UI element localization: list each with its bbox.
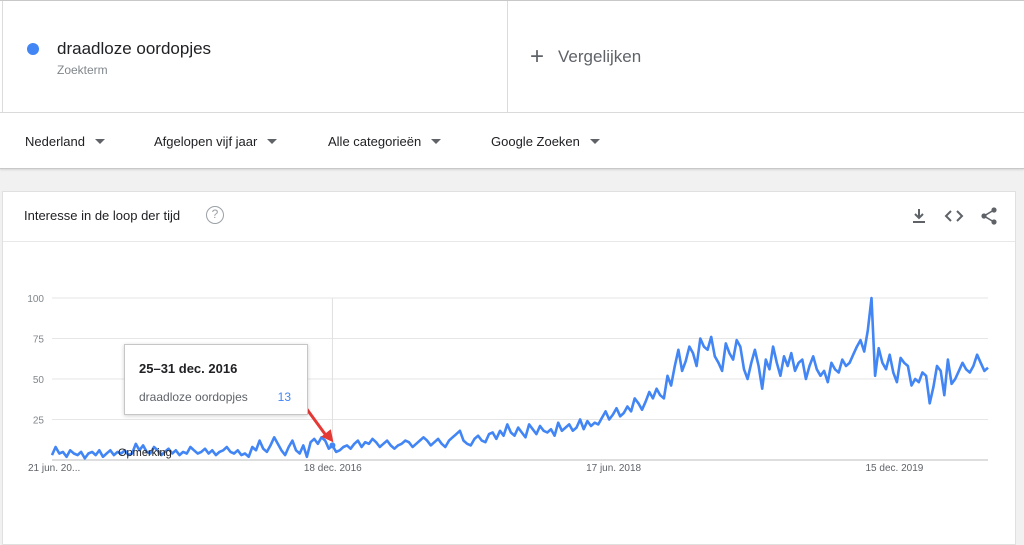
x-tick-label: 21 jun. 20... (28, 463, 80, 474)
search-terms-bar: draadloze oordopjes Zoekterm + Vergelijk… (0, 0, 1024, 113)
compare-button[interactable]: + Vergelijken (530, 43, 642, 70)
annotation-label: Opmerking (118, 447, 172, 459)
chart-tooltip: 25–31 dec. 2016 draadloze oordopjes 13 (124, 344, 308, 415)
filter-bar: Nederland Afgelopen vijf jaar Alle categ… (0, 113, 1024, 169)
search-type-dropdown-label: Google Zoeken (491, 134, 580, 149)
series-line (50, 296, 989, 460)
y-tick-label: 25 (33, 416, 45, 427)
chevron-down-icon (267, 139, 278, 144)
tooltip-term: draadloze oordopjes (139, 390, 248, 404)
card-title: Interesse in de loop der tijd (24, 208, 181, 223)
y-tick-label: 50 (33, 375, 45, 386)
embed-code-icon[interactable] (944, 206, 964, 226)
card-header: Interesse in de loop der tijd ? (3, 192, 1015, 242)
red-arrow-head (321, 429, 334, 443)
search-term-name[interactable]: draadloze oordopjes (57, 39, 212, 58)
time-range-dropdown-label: Afgelopen vijf jaar (154, 134, 258, 149)
chevron-down-icon (431, 139, 442, 144)
search-term-type: Zoekterm (57, 63, 108, 77)
search-term-card[interactable]: draadloze oordopjes Zoekterm (2, 1, 508, 113)
x-tick-label: 18 dec. 2016 (304, 463, 362, 474)
category-dropdown-label: Alle categorieën (328, 134, 422, 149)
tooltip-date: 25–31 dec. 2016 (139, 361, 238, 376)
help-circle-icon[interactable]: ? (206, 206, 224, 224)
tooltip-value: 13 (277, 390, 291, 404)
region-dropdown[interactable]: Nederland (25, 134, 105, 149)
x-tick-label: 17 jun. 2018 (586, 463, 641, 474)
category-dropdown[interactable]: Alle categorieën (328, 134, 442, 149)
chevron-down-icon (95, 139, 105, 144)
series-color-dot (27, 43, 39, 55)
share-icon[interactable] (979, 206, 999, 226)
hover-point (329, 442, 336, 449)
y-tick-label: 75 (33, 335, 45, 346)
y-tick-label: 100 (27, 294, 44, 305)
compare-label: Vergelijken (558, 47, 642, 66)
download-icon[interactable] (909, 206, 929, 226)
chevron-down-icon (589, 139, 600, 144)
region-dropdown-label: Nederland (25, 134, 85, 149)
search-type-dropdown[interactable]: Google Zoeken (491, 134, 600, 149)
x-tick-label: 15 dec. 2019 (865, 463, 923, 474)
time-range-dropdown[interactable]: Afgelopen vijf jaar (154, 134, 278, 149)
plus-icon: + (530, 43, 545, 70)
